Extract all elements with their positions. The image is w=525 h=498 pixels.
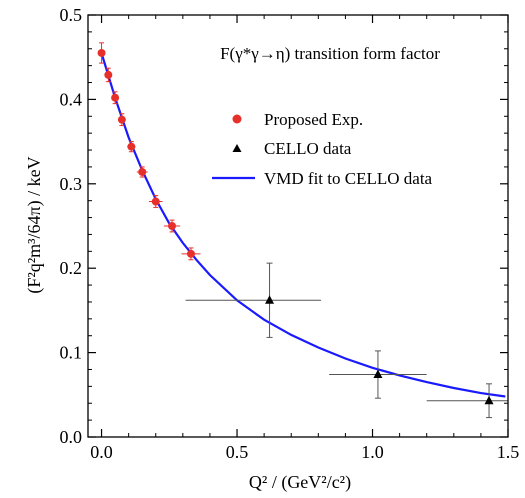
x-axis-title: Q² / (GeV²/c²) [249, 472, 351, 493]
y-tick-label: 0.3 [60, 174, 83, 194]
y-axis-title: (F²q²m³/64π) / keV [24, 156, 45, 293]
cello-data-point [373, 369, 383, 379]
proposed-data-point [168, 222, 176, 230]
y-tick-label: 0.5 [60, 5, 83, 25]
legend: Proposed Exp. CELLO data VMD fit to CELL… [212, 110, 433, 188]
fit-curve-layer [100, 52, 506, 398]
legend-label-cello-data: CELLO data [264, 139, 352, 158]
proposed-data-point [186, 249, 195, 258]
proposed-data-point [111, 93, 120, 102]
y-tick-label: 0.1 [60, 343, 83, 363]
chart-title: F(γ*γ→η) transition form factor [220, 44, 440, 63]
proposed-data-point [97, 48, 106, 57]
proposed-data-point [117, 115, 126, 124]
x-tick-label: 1.5 [497, 442, 520, 462]
x-tick-label: 1.0 [361, 442, 384, 462]
cello-data-point [265, 295, 275, 304]
proposed-data-point [104, 70, 113, 79]
proposed-data-point [138, 167, 147, 176]
legend-item-cello-data: CELLO data [232, 139, 352, 158]
plot-frame [87, 14, 509, 438]
y-tick-label: 0.4 [60, 89, 83, 109]
points-layer [97, 42, 508, 419]
vmd-fit-curve [100, 52, 506, 398]
x-tick-label: 0.5 [226, 442, 249, 462]
legend-marker-cello-data [232, 144, 242, 152]
legend-label-vmd-fit: VMD fit to CELLO data [264, 169, 433, 188]
legend-marker-proposed-exp [232, 114, 242, 124]
legend-item-proposed-exp: Proposed Exp. [232, 110, 363, 129]
legend-label-proposed-exp: Proposed Exp. [264, 110, 363, 129]
legend-item-vmd-fit: VMD fit to CELLO data [212, 169, 433, 188]
x-tick-label: 0.0 [90, 442, 113, 462]
y-tick-label: 0.2 [60, 258, 83, 278]
ticks-layer: 0.0 0.5 1.0 1.5 0.0 0.1 0.2 0.3 0.4 0.5 [60, 5, 520, 462]
axes-layer [87, 14, 509, 438]
y-tick-label: 0.0 [60, 427, 83, 447]
cello-data-point [484, 395, 494, 405]
proposed-data-point [127, 142, 136, 151]
proposed-data-point [151, 197, 160, 206]
